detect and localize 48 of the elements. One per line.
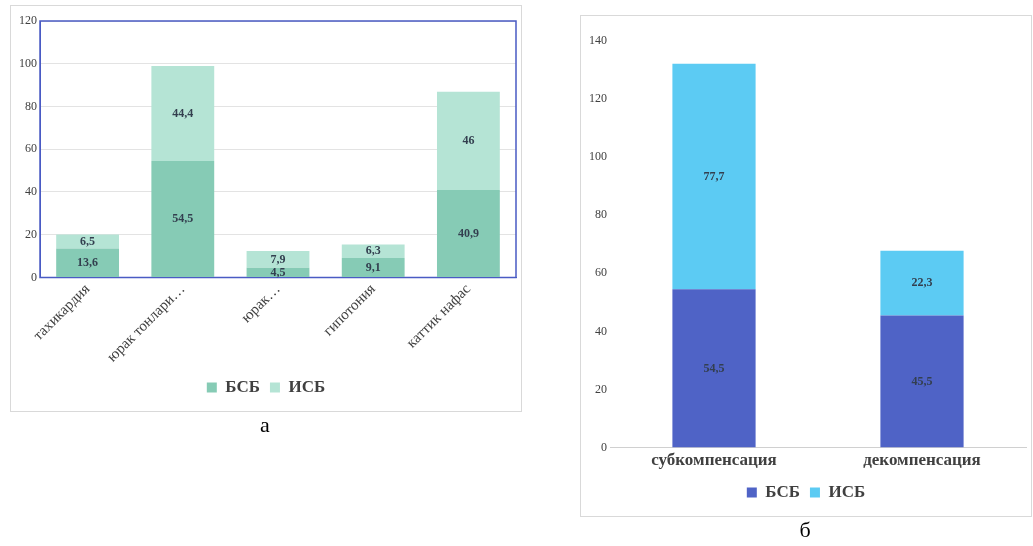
y-tick-label: 20 (25, 226, 37, 241)
y-tick-label: 120 (589, 91, 607, 106)
legend-label: ИСБ (828, 481, 866, 501)
data-label: 22,3 (911, 275, 933, 290)
y-tick-label: 20 (595, 381, 607, 396)
y-tick-label: 40 (595, 323, 607, 338)
data-label: 6,5 (80, 233, 96, 248)
y-tick-label: 80 (595, 207, 607, 222)
bar (151, 160, 215, 277)
y-tick-label: 80 (25, 98, 37, 113)
data-label: 46 (462, 132, 475, 147)
bar (880, 315, 964, 448)
legend-label: ИСБ (288, 376, 326, 396)
legend-label: БСБ (765, 481, 800, 501)
x-tick-label: декомпенсация (863, 450, 981, 470)
legend-label: БСБ (225, 376, 260, 396)
data-label: 77,7 (703, 168, 725, 183)
data-label: 7,9 (270, 251, 286, 266)
y-tick-label: 120 (19, 13, 37, 28)
y-tick-label: 100 (19, 55, 37, 70)
y-tick-label: 140 (589, 33, 607, 48)
bar (246, 250, 310, 268)
bar (341, 258, 405, 277)
bar (436, 91, 500, 191)
data-label: 54,5 (703, 360, 725, 375)
data-label: 44,4 (172, 105, 194, 120)
text: б (798, 517, 812, 543)
data-label: 6,3 (365, 243, 381, 258)
bar (880, 250, 964, 316)
data-label: 9,1 (365, 259, 381, 274)
bar (436, 190, 500, 277)
y-tick-label: 100 (589, 149, 607, 164)
data-label: 45,5 (911, 373, 933, 388)
data-label: 13,6 (77, 254, 99, 269)
bar (672, 63, 756, 290)
text: а (259, 412, 271, 438)
data-label: 4,5 (270, 264, 286, 279)
y-tick-label: 60 (25, 141, 37, 156)
data-label: 40,9 (457, 225, 479, 240)
bar (672, 289, 756, 448)
data-label: 54,5 (172, 211, 194, 226)
x-tick-label: субкомпенсация (651, 450, 777, 470)
bar (151, 66, 215, 161)
y-tick-label: 0 (31, 269, 37, 284)
bar (56, 248, 120, 277)
y-tick-label: 60 (595, 265, 607, 280)
y-tick-label: 40 (25, 184, 37, 199)
y-tick-label: 0 (601, 439, 607, 454)
